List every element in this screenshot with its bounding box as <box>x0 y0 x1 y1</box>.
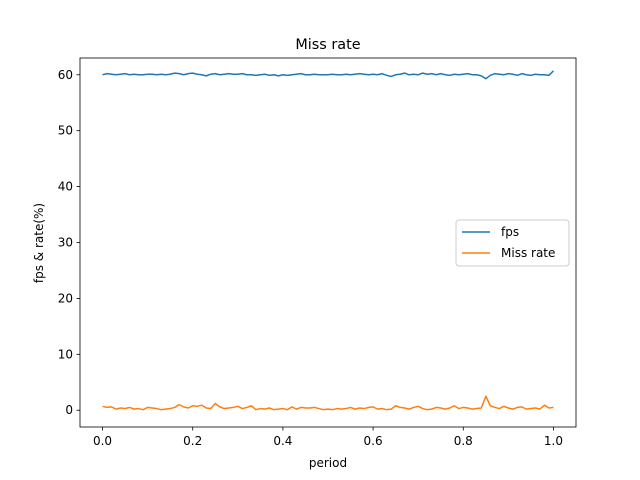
y-tick-label: 20 <box>58 291 73 305</box>
x-axis: 0.0 0.2 0.4 0.6 0.8 1.0 <box>93 427 563 448</box>
series-line-fps <box>102 70 554 80</box>
y-tick-label: 60 <box>58 68 73 82</box>
x-tick-label: 0.6 <box>364 434 383 448</box>
plot-lines <box>102 70 554 411</box>
x-tick-label: 0.0 <box>93 434 112 448</box>
legend: fps Miss rate <box>455 219 570 267</box>
y-tick-label: 40 <box>58 180 73 194</box>
y-axis: 0 10 20 30 40 50 60 <box>58 68 80 417</box>
x-tick-label: 0.8 <box>454 434 473 448</box>
chart-title: Miss rate <box>295 37 360 53</box>
y-tick-label: 10 <box>58 347 73 361</box>
x-tick-label: 0.2 <box>183 434 202 448</box>
series-line-miss-rate <box>102 395 554 411</box>
x-tick-label: 1.0 <box>544 434 563 448</box>
y-axis-label: fps & rate(%) <box>32 203 46 283</box>
x-axis-label: period <box>309 456 347 470</box>
y-tick-label: 30 <box>58 236 73 250</box>
legend-label-fps: fps <box>501 225 519 239</box>
legend-label-miss-rate: Miss rate <box>501 246 555 260</box>
x-tick-label: 0.4 <box>273 434 292 448</box>
y-tick-label: 0 <box>65 403 73 417</box>
y-tick-label: 50 <box>58 124 73 138</box>
